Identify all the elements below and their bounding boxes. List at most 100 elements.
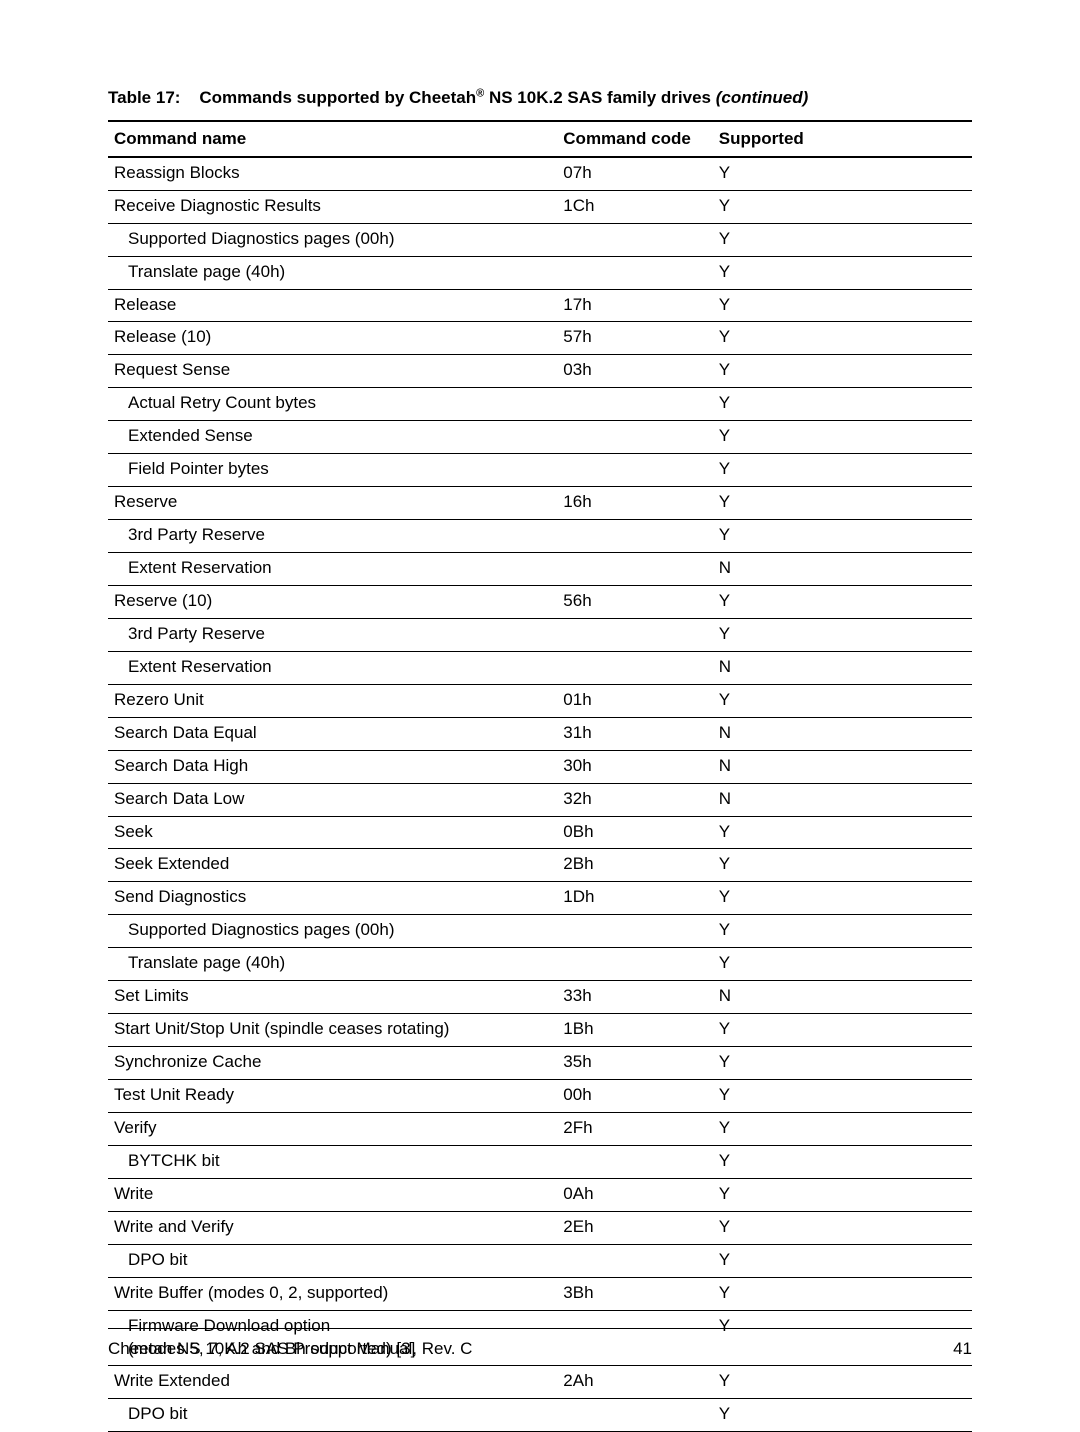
cell-command-name: Supported Diagnostics pages (00h) — [108, 223, 557, 256]
cell-command-code: 32h — [557, 783, 713, 816]
cell-command-code — [557, 520, 713, 553]
table-row: Translate page (40h)Y — [108, 256, 972, 289]
cell-command-name: Release (10) — [108, 322, 557, 355]
cell-supported: N — [713, 717, 972, 750]
table-row: Start Unit/Stop Unit (spindle ceases rot… — [108, 1014, 972, 1047]
cell-command-name: Reserve (10) — [108, 585, 557, 618]
table-row: Seek Extended2BhY — [108, 849, 972, 882]
cell-command-name: Rezero Unit — [108, 684, 557, 717]
col-header-code: Command code — [557, 121, 713, 157]
cell-supported: Y — [713, 1178, 972, 1211]
cell-command-name: Supported Diagnostics pages (00h) — [108, 915, 557, 948]
footer-left: Cheetah NS 10K.2 SAS Product Manual, Rev… — [108, 1339, 472, 1359]
cell-command-code: 1Dh — [557, 882, 713, 915]
table-row: Write0AhY — [108, 1178, 972, 1211]
cell-supported: Y — [713, 388, 972, 421]
cell-supported: Y — [713, 190, 972, 223]
cell-supported: Y — [713, 816, 972, 849]
table-row: DPO bit Y — [108, 1244, 972, 1277]
page-footer: Cheetah NS 10K.2 SAS Product Manual, Rev… — [108, 1339, 972, 1359]
table-caption: Table 17: Commands supported by Cheetah®… — [108, 86, 972, 110]
cell-supported: Y — [713, 289, 972, 322]
cell-supported: Y — [713, 256, 972, 289]
cell-supported: Y — [713, 1014, 972, 1047]
table-header-row: Command name Command code Supported — [108, 121, 972, 157]
cell-command-code: 35h — [557, 1047, 713, 1080]
cell-command-code — [557, 1145, 713, 1178]
cell-command-name: Reserve — [108, 487, 557, 520]
cell-supported: Y — [713, 915, 972, 948]
cell-command-code: 2Bh — [557, 849, 713, 882]
commands-table: Command name Command code Supported Reas… — [108, 120, 972, 1432]
cell-supported: Y — [713, 684, 972, 717]
cell-command-code: 17h — [557, 289, 713, 322]
cell-command-code: 2Ah — [557, 1366, 713, 1399]
cell-command-code — [557, 651, 713, 684]
table-row: Send Diagnostics1DhY — [108, 882, 972, 915]
cell-command-code — [557, 388, 713, 421]
page: Table 17: Commands supported by Cheetah®… — [0, 0, 1080, 1397]
registered-mark: ® — [476, 87, 484, 99]
table-row: Release (10)57hY — [108, 322, 972, 355]
cell-supported: Y — [713, 322, 972, 355]
cell-command-code — [557, 1399, 713, 1432]
cell-command-code: 57h — [557, 322, 713, 355]
table-row: Rezero Unit01hY — [108, 684, 972, 717]
cell-supported: Y — [713, 1047, 972, 1080]
cell-supported: Y — [713, 1244, 972, 1277]
table-row: DPO bitY — [108, 1399, 972, 1432]
cell-supported: Y — [713, 223, 972, 256]
table-row: Write Buffer (modes 0, 2, supported)3BhY — [108, 1277, 972, 1310]
table-row: Synchronize Cache35hY — [108, 1047, 972, 1080]
table-row: BYTCHK bitY — [108, 1145, 972, 1178]
cell-command-code: 0Ah — [557, 1178, 713, 1211]
cell-command-name: Seek — [108, 816, 557, 849]
table-row: Test Unit Ready00hY — [108, 1080, 972, 1113]
table-row: Seek0BhY — [108, 816, 972, 849]
cell-supported: Y — [713, 487, 972, 520]
cell-supported: Y — [713, 1399, 972, 1432]
col-header-name: Command name — [108, 121, 557, 157]
cell-command-code: 0Bh — [557, 816, 713, 849]
cell-supported: Y — [713, 1366, 972, 1399]
cell-command-name: Extended Sense — [108, 421, 557, 454]
cell-command-code: 33h — [557, 981, 713, 1014]
cell-command-code: 00h — [557, 1080, 713, 1113]
cell-supported: N — [713, 750, 972, 783]
cell-command-name: Set Limits — [108, 981, 557, 1014]
caption-label: Table 17: — [108, 88, 180, 107]
cell-supported: Y — [713, 948, 972, 981]
cell-command-code: 56h — [557, 585, 713, 618]
cell-command-name: Search Data Low — [108, 783, 557, 816]
cell-command-name: Translate page (40h) — [108, 948, 557, 981]
cell-supported: N — [713, 981, 972, 1014]
cell-command-code: 03h — [557, 355, 713, 388]
table-row: Actual Retry Count bytesY — [108, 388, 972, 421]
caption-continued: (continued) — [716, 88, 809, 107]
cell-command-code: 1Bh — [557, 1014, 713, 1047]
cell-command-code — [557, 223, 713, 256]
cell-supported: Y — [713, 1080, 972, 1113]
table-row: 3rd Party ReserveY — [108, 520, 972, 553]
cell-command-name: DPO bit — [108, 1244, 557, 1277]
table-row: Reserve (10)56hY — [108, 585, 972, 618]
cell-supported: Y — [713, 157, 972, 190]
table-row: 3rd Party ReserveY — [108, 618, 972, 651]
cell-command-name: Write Extended — [108, 1366, 557, 1399]
cell-command-code: 1Ch — [557, 190, 713, 223]
table-row: Set Limits33hN — [108, 981, 972, 1014]
cell-command-code: 07h — [557, 157, 713, 190]
cell-command-name: Write — [108, 1178, 557, 1211]
table-row: Write and Verify2EhY — [108, 1211, 972, 1244]
cell-command-code: 31h — [557, 717, 713, 750]
cell-command-name: Verify — [108, 1112, 557, 1145]
cell-supported: Y — [713, 1277, 972, 1310]
cell-command-name: Search Data High — [108, 750, 557, 783]
caption-text-after: NS 10K.2 SAS family drives — [484, 88, 716, 107]
cell-supported: Y — [713, 618, 972, 651]
table-row: Search Data Low32hN — [108, 783, 972, 816]
cell-command-code — [557, 618, 713, 651]
cell-supported: Y — [713, 1211, 972, 1244]
table-row: Reassign Blocks07hY — [108, 157, 972, 190]
cell-command-code: 2Fh — [557, 1112, 713, 1145]
